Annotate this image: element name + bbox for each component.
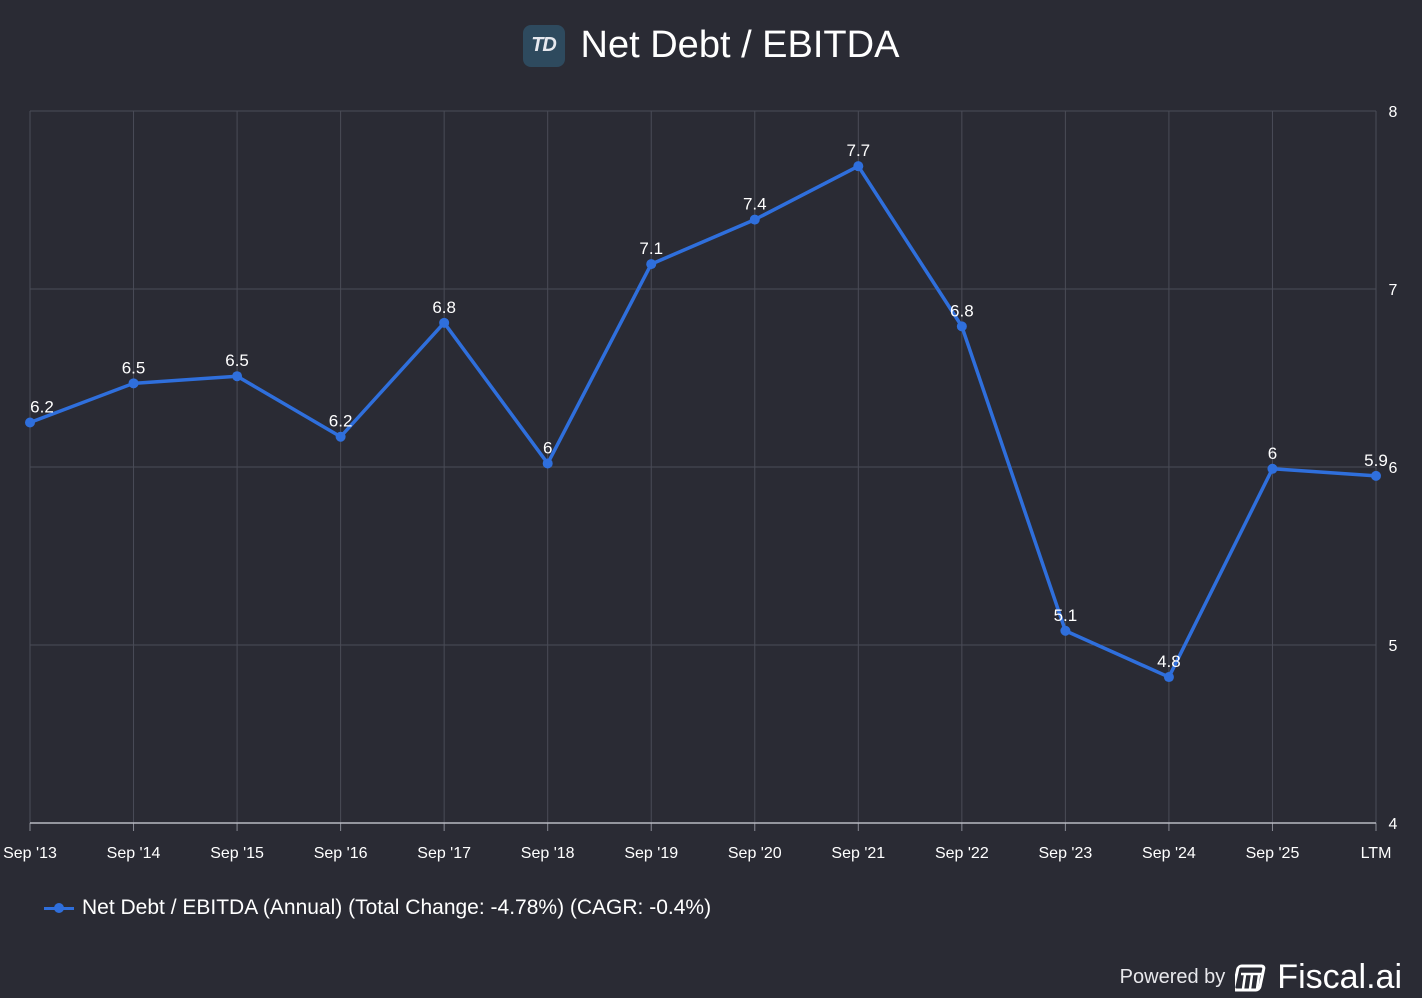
data-point: [232, 371, 243, 382]
data-label: 6.8: [432, 298, 456, 317]
company-logo: TD: [522, 24, 565, 67]
data-point: [1163, 672, 1174, 683]
data-point: [749, 214, 760, 225]
data-point: [335, 431, 346, 442]
x-tick-label: LTM: [1361, 845, 1392, 862]
x-tick-label: Sep '15: [210, 845, 264, 862]
x-tick-label: Sep '20: [728, 845, 782, 862]
y-tick-label: 8: [1389, 104, 1398, 121]
data-point: [1267, 463, 1278, 474]
data-point: [1060, 625, 1071, 636]
data-point: [128, 378, 139, 389]
data-label: 5.9: [1364, 451, 1388, 470]
x-tick-label: Sep '23: [1039, 845, 1093, 862]
x-tick-label: Sep '13: [3, 845, 57, 862]
data-label: 6.5: [122, 358, 146, 377]
x-tick-label: Sep '25: [1246, 845, 1300, 862]
series-line: [28, 164, 1378, 679]
data-label: 7.7: [846, 141, 870, 160]
data-label: 5.1: [1054, 606, 1078, 625]
x-tick-label: Sep '22: [935, 845, 989, 862]
y-tick-label: 5: [1389, 638, 1398, 655]
data-label: 7.1: [639, 239, 663, 258]
legend-label: Net Debt / EBITDA (Annual) (Total Change…: [82, 896, 712, 919]
brand-name: Fiscal.ai: [1277, 958, 1402, 996]
x-tick-label: Sep '18: [521, 845, 575, 862]
data-label: 7.4: [743, 195, 767, 214]
data-point: [956, 321, 967, 332]
data-label: 4.8: [1157, 652, 1181, 671]
data-point: [1371, 470, 1381, 481]
y-tick-label: 7: [1389, 282, 1398, 299]
data-point: [853, 161, 864, 172]
x-tick-label: Sep '17: [417, 845, 471, 862]
data-label: 6: [543, 438, 552, 457]
y-tick-label: 4: [1389, 816, 1398, 833]
x-tick-label: Sep '16: [314, 845, 368, 862]
data-point: [646, 259, 657, 270]
data-point: [542, 458, 553, 469]
legend-series-marker-icon: [44, 901, 74, 915]
x-tick-label: Sep '14: [107, 845, 161, 862]
powered-by-text: Powered by: [1119, 966, 1226, 988]
data-label: 6.5: [225, 351, 249, 370]
data-point: [25, 417, 35, 428]
chart-title: Net Debt / EBITDA: [580, 24, 900, 66]
fiscal-logo-icon: [1235, 964, 1266, 991]
chart-header: TD Net Debt / EBITDA: [0, 24, 1422, 67]
data-label: 6.2: [329, 412, 353, 431]
legend[interactable]: Net Debt / EBITDA (Annual) (Total Change…: [44, 896, 711, 920]
powered-by-badge[interactable]: Powered by Fiscal.ai: [1120, 958, 1402, 997]
data-label: 6: [1268, 444, 1277, 463]
x-tick-label: Sep '24: [1142, 845, 1196, 862]
data-label: 6.2: [30, 398, 54, 417]
data-label: 6.8: [950, 301, 974, 320]
y-tick-label: 6: [1389, 460, 1398, 477]
data-point: [439, 317, 450, 328]
x-tick-label: Sep '19: [624, 845, 678, 862]
x-tick-label: Sep '21: [831, 845, 885, 862]
